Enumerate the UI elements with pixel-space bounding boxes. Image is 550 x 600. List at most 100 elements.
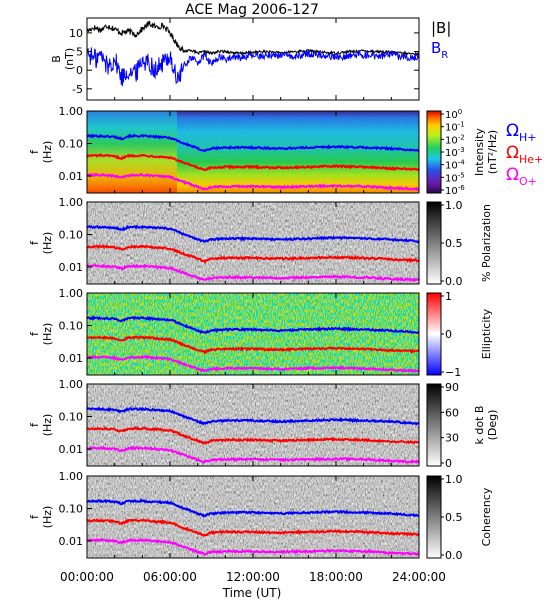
y-tick-label: 0.01 (59, 261, 84, 274)
cyclotron-lines (86, 498, 420, 556)
x-tick-label: 12:00:00 (226, 570, 280, 584)
spectrogram-fill (87, 476, 419, 558)
spectrogram-fill (87, 293, 419, 375)
colorbar-tick-label: 10-4 (445, 159, 465, 172)
colorbar-tick-label: 90 (445, 381, 459, 394)
colorbar: 1.0 0.5 0.0 % Polarization (426, 199, 493, 288)
y-tick-label: 0.10 (59, 138, 84, 151)
y-tick-label: 0.01 (59, 535, 84, 548)
colorbar-unit: (Deg) (486, 410, 499, 441)
colorbar-label: Intensity (473, 128, 486, 176)
y-axis-unit: (Hz) (41, 232, 54, 255)
panel-magnetic-field: 10 5 0 -5 B (nT) |B| BR (50, 17, 451, 101)
y-axis-label: B (50, 55, 63, 63)
y-tick-label: 0.10 (59, 411, 84, 424)
cyclotron-line-omega-he (86, 425, 420, 445)
spectrogram-image (87, 476, 419, 558)
colorbar-unit: (nT²/Hz) (486, 130, 499, 174)
x-tick-label: 00:00:00 (60, 570, 114, 584)
colorbar-tick-label: 10-5 (445, 171, 465, 184)
cyclotron-line-omega-h (86, 315, 419, 335)
y-axis-label: f (28, 331, 41, 336)
y-tick-label: -5 (72, 83, 83, 96)
cyclotron-line-omega-he (86, 153, 420, 172)
cyclotron-line-omega-h (86, 498, 420, 518)
colorbar-tick-label: 10-3 (445, 146, 465, 159)
y-tick-label: 10 (69, 27, 83, 40)
y-axis-unit: (Hz) (41, 323, 54, 346)
colorbar: 1 0 −1 Ellipticity (426, 290, 493, 379)
y-tick-label: 5 (76, 46, 83, 59)
colorbar-scale (426, 383, 442, 467)
cyclotron-line-omega-o (86, 445, 420, 464)
y-tick-label: 0.01 (59, 443, 84, 456)
field-lines (86, 20, 420, 87)
legend-item: BR (431, 39, 448, 61)
colorbar-tick-label: 30 (445, 432, 459, 445)
y-tick-label: 1.00 (59, 105, 84, 118)
cyclotron-line-omega-h (86, 224, 420, 245)
y-tick-label: 1.00 (59, 378, 84, 391)
legend-item: ΩH+ (506, 121, 537, 144)
panel-ellipticity: 1.00 0.10 0.01 f (Hz) 1 0 −1 Ellipticity (28, 287, 493, 379)
y-axis-unit: (Hz) (41, 506, 54, 529)
colorbar-tick-label: 0 (445, 457, 452, 470)
colorbar-scale (426, 201, 442, 285)
colorbar-scale (426, 110, 442, 194)
time-axis: 00:00:00 06:00:00 12:00:00 18:00:00 24:00:00 (60, 18, 446, 584)
plot-area (87, 18, 419, 100)
colorbar-tick-label: 1.0 (445, 473, 463, 486)
cyclotron-line-omega-he (86, 518, 420, 537)
x-tick-label: 06:00:00 (143, 570, 197, 584)
colorbar-label: Ellipticity (480, 308, 493, 359)
y-tick-label: 1.00 (59, 287, 84, 300)
x-axis-label: Time (UT) (222, 586, 282, 600)
legend-item: ΩO+ (506, 165, 537, 188)
y-tick-label: 0.10 (59, 503, 84, 516)
y-axis-unit: (Hz) (41, 414, 54, 437)
y-tick-label: 1.00 (59, 470, 84, 483)
series-line-radial-field (86, 47, 420, 87)
x-tick-label: 24:00:00 (392, 570, 446, 584)
y-tick-label: 1.00 (59, 196, 84, 209)
y-axis-label: f (28, 149, 41, 154)
spectrogram-fill (87, 202, 419, 284)
y-axis-label: f (28, 240, 41, 245)
colorbar-label: Coherency (480, 487, 493, 546)
spectrogram-image (87, 384, 419, 466)
legend-item: ΩHe+ (506, 143, 543, 166)
colorbar-tick-label: 0.0 (445, 549, 463, 562)
y-tick-label: 0.01 (59, 352, 84, 365)
cyclotron-lines (86, 133, 420, 191)
y-tick-label: 0 (76, 64, 83, 77)
colorbar-tick-label: 1 (445, 290, 452, 303)
cyclotron-lines (86, 315, 420, 373)
spectrogram-image (87, 202, 419, 284)
cyclotron-line-omega-o (86, 172, 420, 191)
colorbar-tick-label: 60 (445, 406, 459, 419)
y-axis-unit: (Hz) (41, 141, 54, 164)
colorbar-tick-label: 0.5 (445, 511, 463, 524)
cyclotron-line-omega-o (86, 354, 420, 373)
colorbar-tick-label: 100 (445, 108, 462, 121)
y-axis-unit: (nT) (63, 48, 76, 70)
colorbar-label: k dot B (473, 406, 486, 445)
cyclotron-line-omega-he (86, 335, 420, 355)
y-axis-label: f (28, 514, 41, 519)
cyclotron-line-omega-he (86, 244, 420, 264)
cyclotron-line-omega-o (86, 537, 420, 556)
series-line-total-field (86, 20, 420, 57)
y-axis-label: f (28, 422, 41, 427)
panel-wave-normal-angle: 1.00 0.10 0.01 f (Hz) 90 60 30 0 k dot B (Deg) (28, 378, 499, 470)
panel-coherency: 1.00 0.10 0.01 f (Hz) 1.0 0.5 0.0 Coherency (28, 470, 493, 562)
colorbar: 90 60 30 0 k dot B (Deg) (426, 381, 499, 470)
colorbar: 1.0 0.5 0.0 Coherency (426, 473, 493, 562)
colorbar-tick-label: −1 (445, 366, 461, 379)
y-tick-label: 0.10 (59, 320, 84, 333)
colorbar-tick-label: 10-1 (445, 121, 465, 134)
spectrogram-fill (87, 384, 419, 466)
panel-intensity: 1.00 0.10 0.01 f (Hz) 10010-110-210-310-410-5… (28, 105, 543, 197)
